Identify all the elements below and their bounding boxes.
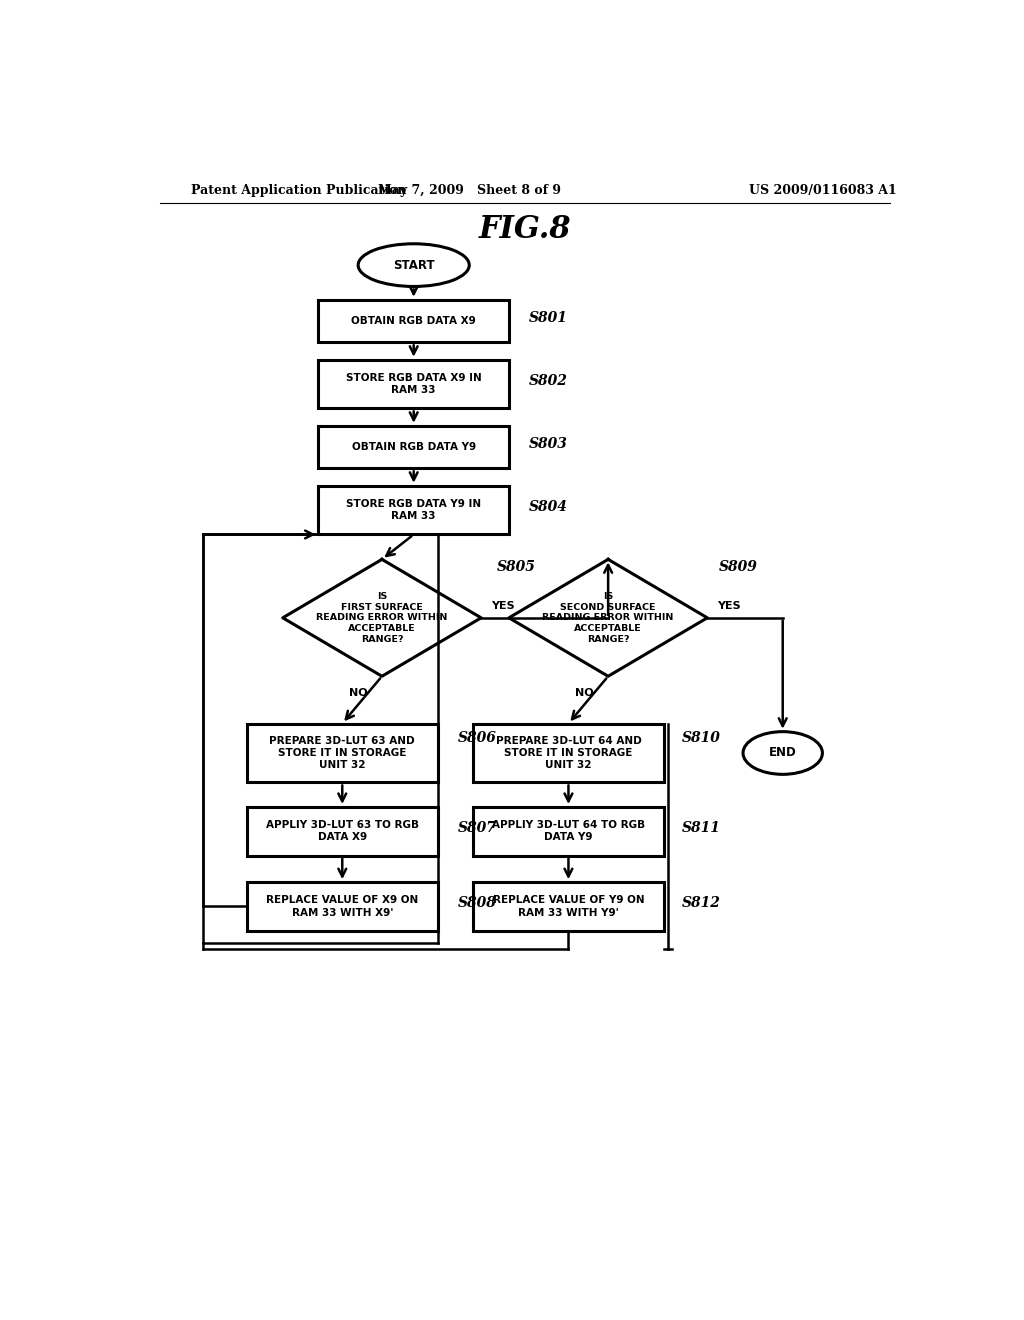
Text: May 7, 2009   Sheet 8 of 9: May 7, 2009 Sheet 8 of 9 xyxy=(378,185,561,198)
Text: S811: S811 xyxy=(682,821,721,836)
Text: PREPARE 3D-LUT 63 AND
STORE IT IN STORAGE
UNIT 32: PREPARE 3D-LUT 63 AND STORE IT IN STORAG… xyxy=(269,735,415,771)
Polygon shape xyxy=(509,560,708,676)
Text: PREPARE 3D-LUT 64 AND
STORE IT IN STORAGE
UNIT 32: PREPARE 3D-LUT 64 AND STORE IT IN STORAG… xyxy=(496,735,641,771)
Text: STORE RGB DATA Y9 IN
RAM 33: STORE RGB DATA Y9 IN RAM 33 xyxy=(346,499,481,521)
Text: S801: S801 xyxy=(528,312,567,325)
Text: APPLIY 3D-LUT 63 TO RGB
DATA X9: APPLIY 3D-LUT 63 TO RGB DATA X9 xyxy=(266,820,419,842)
Text: STORE RGB DATA X9 IN
RAM 33: STORE RGB DATA X9 IN RAM 33 xyxy=(346,372,481,395)
Text: NO: NO xyxy=(575,689,594,698)
FancyBboxPatch shape xyxy=(473,723,664,783)
Text: S809: S809 xyxy=(719,560,758,574)
FancyBboxPatch shape xyxy=(247,807,437,855)
FancyBboxPatch shape xyxy=(247,882,437,931)
Text: S805: S805 xyxy=(497,560,536,574)
FancyBboxPatch shape xyxy=(473,807,664,855)
Text: S808: S808 xyxy=(458,896,497,911)
FancyBboxPatch shape xyxy=(318,300,509,342)
Text: YES: YES xyxy=(490,601,514,611)
Text: US 2009/0116083 A1: US 2009/0116083 A1 xyxy=(749,185,896,198)
FancyBboxPatch shape xyxy=(318,426,509,469)
Text: S812: S812 xyxy=(682,896,721,911)
Text: FIG.8: FIG.8 xyxy=(478,214,571,246)
Text: S807: S807 xyxy=(458,821,497,836)
Text: Patent Application Publication: Patent Application Publication xyxy=(191,185,407,198)
Polygon shape xyxy=(283,560,481,676)
Text: S810: S810 xyxy=(682,731,721,744)
Text: IS
SECOND SURFACE
READING ERROR WITHIN
ACCEPTABLE
RANGE?: IS SECOND SURFACE READING ERROR WITHIN A… xyxy=(543,591,674,644)
Text: S803: S803 xyxy=(528,437,567,451)
Text: REPLACE VALUE OF X9 ON
RAM 33 WITH X9': REPLACE VALUE OF X9 ON RAM 33 WITH X9' xyxy=(266,895,419,917)
Text: S802: S802 xyxy=(528,374,567,388)
Ellipse shape xyxy=(743,731,822,775)
Text: APPLIY 3D-LUT 64 TO RGB
DATA Y9: APPLIY 3D-LUT 64 TO RGB DATA Y9 xyxy=(492,820,645,842)
FancyBboxPatch shape xyxy=(318,486,509,535)
Text: NO: NO xyxy=(349,689,368,698)
FancyBboxPatch shape xyxy=(247,723,437,783)
Text: OBTAIN RGB DATA Y9: OBTAIN RGB DATA Y9 xyxy=(351,442,476,451)
Ellipse shape xyxy=(358,244,469,286)
Text: YES: YES xyxy=(717,601,740,611)
FancyBboxPatch shape xyxy=(318,359,509,408)
Text: REPLACE VALUE OF Y9 ON
RAM 33 WITH Y9': REPLACE VALUE OF Y9 ON RAM 33 WITH Y9' xyxy=(493,895,644,917)
Text: END: END xyxy=(769,747,797,759)
Text: IS
FIRST SURFACE
READING ERROR WITHIN
ACCEPTABLE
RANGE?: IS FIRST SURFACE READING ERROR WITHIN AC… xyxy=(316,591,447,644)
Text: START: START xyxy=(393,259,434,272)
Text: OBTAIN RGB DATA X9: OBTAIN RGB DATA X9 xyxy=(351,315,476,326)
FancyBboxPatch shape xyxy=(473,882,664,931)
Text: S806: S806 xyxy=(458,731,497,744)
Text: S804: S804 xyxy=(528,500,567,513)
